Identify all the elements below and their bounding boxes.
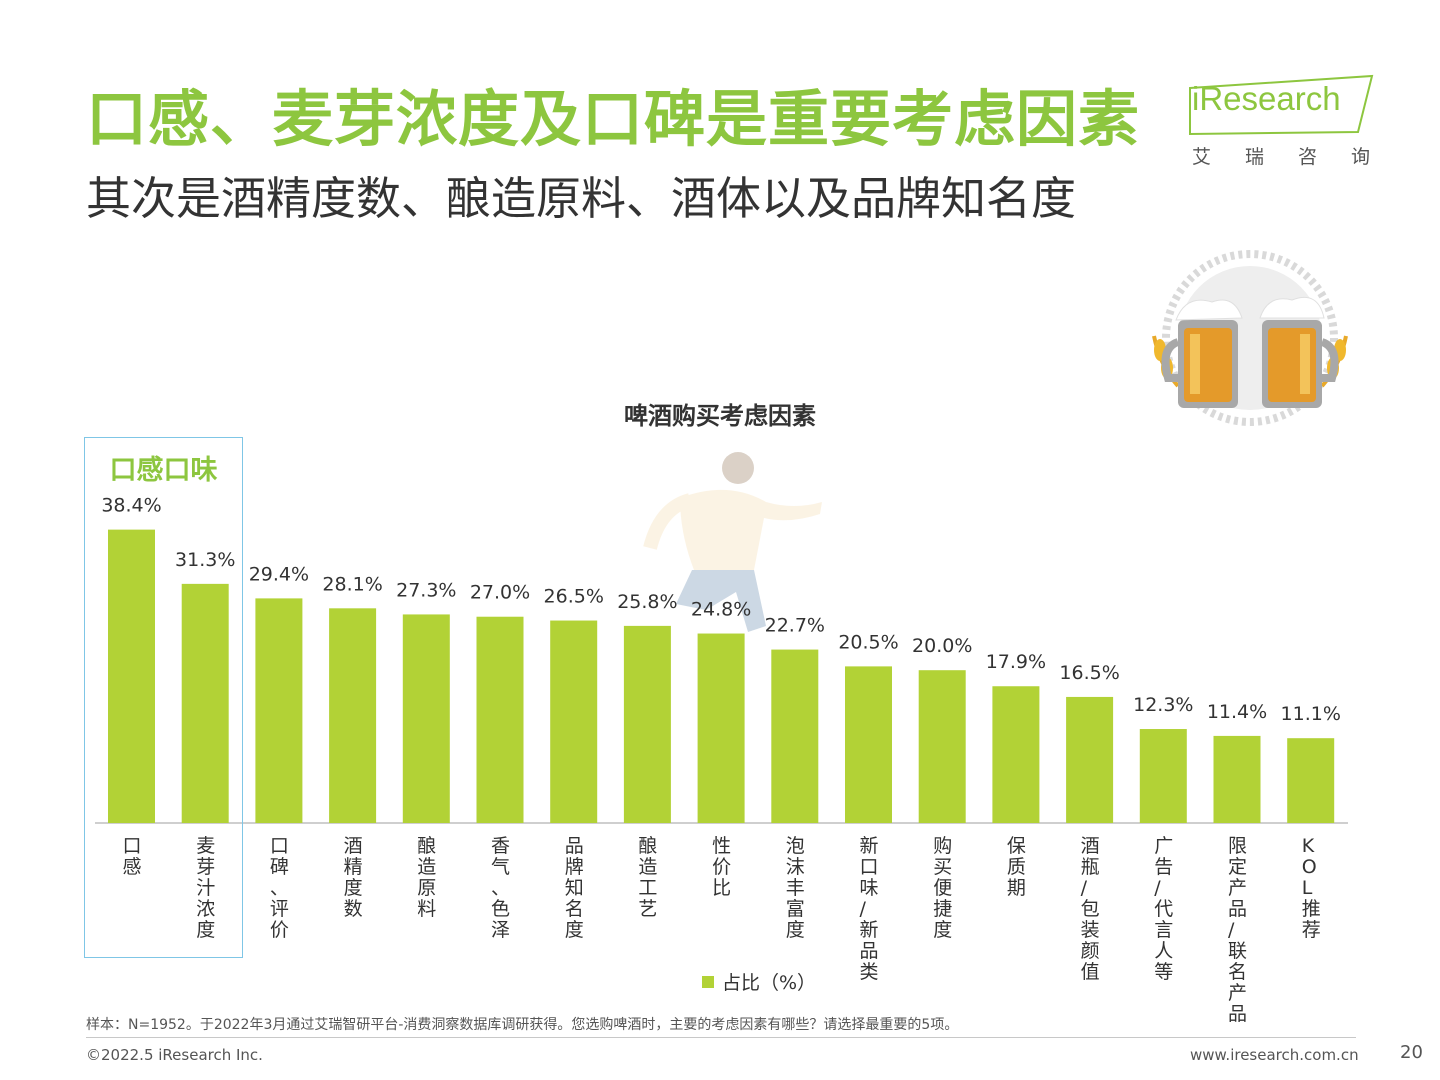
highlight-box (84, 437, 243, 958)
category-label: 泡沫丰富度 (786, 835, 805, 941)
category-label: 酒精度数 (344, 835, 363, 920)
bar (992, 686, 1040, 823)
value-label: 26.5% (544, 586, 604, 608)
value-label: 17.9% (986, 651, 1046, 673)
logo-badge-icon (1189, 74, 1374, 136)
website-link[interactable]: www.iresearch.com.cn (1190, 1046, 1359, 1064)
value-label: 29.4% (249, 563, 309, 585)
legend-swatch (702, 975, 714, 988)
bar (476, 616, 524, 823)
value-label: 11.4% (1207, 701, 1267, 723)
category-label: 购买便捷度 (933, 835, 952, 941)
page-title: 口感、麦芽浓度及口碑是重要考虑因素 (86, 84, 1141, 155)
category-label: 口感 (123, 835, 142, 878)
chart-title: 啤酒购买考虑因素 (624, 402, 816, 430)
category-label: 酿造原料 (417, 835, 436, 920)
value-label: 20.0% (912, 635, 972, 657)
category-label: 限定产品/联名产品 (1228, 835, 1247, 1025)
value-label: 27.3% (396, 579, 456, 601)
category-label: 香气、色泽 (491, 835, 510, 941)
footer-divider (86, 1037, 1356, 1038)
category-label: 新口味/新品类 (860, 835, 879, 983)
bar (402, 614, 450, 823)
page-subtitle: 其次是酒精度数、酿造原料、酒体以及品牌知名度 (86, 172, 1077, 225)
bar (623, 625, 671, 823)
category-label: K O L 推荐 (1302, 835, 1321, 941)
value-label: 22.7% (765, 615, 825, 637)
category-label: 酒瓶/包装颜值 (1081, 835, 1100, 983)
logo-cn-text: 艾瑞咨询 (1192, 146, 1405, 168)
value-label: 11.1% (1281, 703, 1341, 725)
value-label: 24.8% (691, 599, 751, 621)
chart-legend: 占比（%） (702, 968, 816, 994)
logo-brand-text: iResearch (1192, 80, 1341, 117)
bar (697, 633, 745, 823)
value-label: 20.5% (838, 631, 898, 653)
value-label: 38.4% (101, 495, 161, 517)
value-label: 16.5% (1059, 662, 1119, 684)
copyright-text: ©2022.5 iResearch Inc. (86, 1046, 263, 1064)
iresearch-logo: iResearch 艾瑞咨询 (1188, 74, 1378, 174)
bar (1213, 735, 1261, 823)
bar (108, 529, 155, 823)
category-label: 广告/代言人等 (1154, 835, 1173, 983)
source-footnote: 样本：N=1952。于2022年3月通过艾瑞智研平台-消费洞察数据库调研获得。您… (86, 1017, 959, 1033)
category-label: 口碑、评价 (270, 835, 289, 941)
value-label: 27.0% (470, 582, 530, 604)
category-label: 品牌知名度 (565, 835, 584, 941)
bar (918, 670, 966, 823)
bar (255, 598, 303, 823)
bar (181, 583, 229, 823)
bar (771, 649, 819, 823)
legend-label: 占比（%） (722, 972, 817, 994)
bar (845, 666, 892, 823)
category-label: 保质期 (1007, 835, 1026, 899)
category-label: 酿造工艺 (638, 835, 657, 920)
bar (1139, 729, 1187, 823)
value-label: 28.1% (322, 573, 382, 595)
value-label: 12.3% (1133, 694, 1193, 716)
page-number: 20 (1400, 1042, 1423, 1063)
value-label: 31.3% (175, 549, 235, 571)
bar (550, 620, 598, 823)
category-label: 麦芽汁浓度 (196, 835, 215, 941)
bar (1287, 738, 1335, 823)
beer-mugs-icon (1152, 250, 1348, 426)
highlight-label: 口感口味 (109, 455, 218, 486)
category-label: 性价比 (712, 835, 731, 899)
value-label: 25.8% (617, 591, 677, 613)
bar (1066, 696, 1114, 823)
bar (329, 608, 377, 823)
running-person-illustration (643, 452, 822, 632)
